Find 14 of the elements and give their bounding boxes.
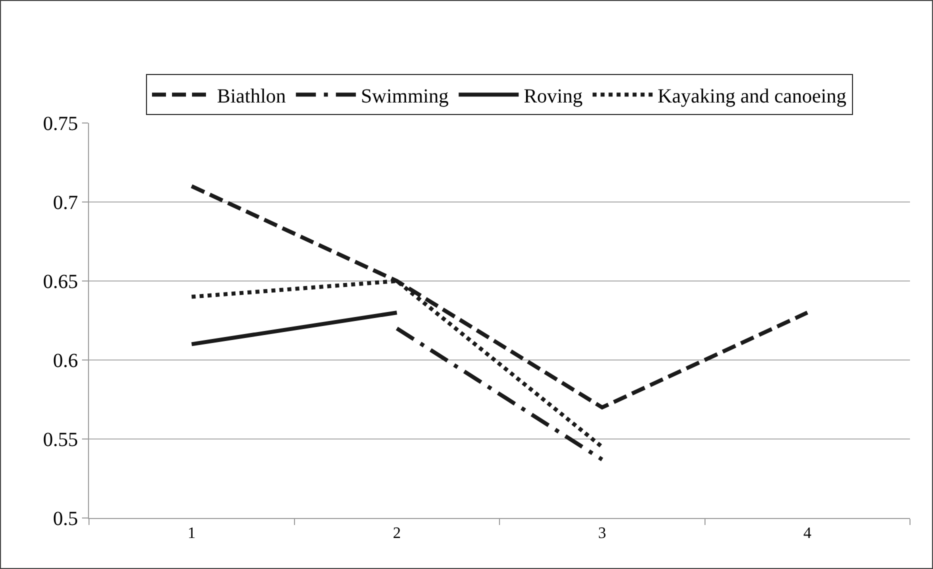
x-tick-label: 3 bbox=[598, 525, 606, 542]
y-tick-label: 0.6 bbox=[53, 350, 78, 372]
y-tick-label: 0.55 bbox=[43, 429, 78, 451]
legend-label: Kayaking and canoeing bbox=[658, 85, 846, 108]
y-tick-label: 0.7 bbox=[53, 192, 78, 214]
legend-label: Roving bbox=[524, 85, 583, 108]
y-tick-label: 0.65 bbox=[43, 271, 78, 293]
x-tick-label: 2 bbox=[392, 525, 401, 542]
legend-label: Biathlon bbox=[217, 85, 286, 108]
x-tick-label: 1 bbox=[188, 525, 196, 542]
legend-label: Swimming bbox=[360, 85, 449, 108]
y-tick-label: 0.5 bbox=[53, 508, 78, 530]
x-tick-label: 4 bbox=[803, 525, 812, 542]
y-tick-label: 0.75 bbox=[43, 113, 78, 135]
